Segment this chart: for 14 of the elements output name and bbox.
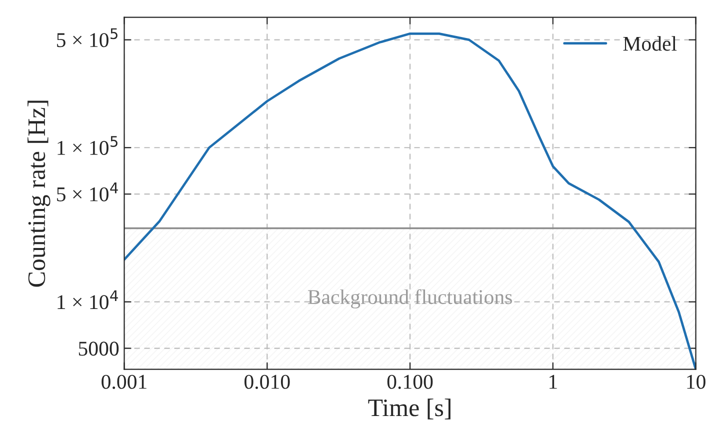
x-tick-label: 0.001: [102, 374, 146, 389]
x-tick-label: 1: [550, 374, 557, 389]
band-label: Background fluctuations: [308, 289, 512, 308]
y-tick-label: 5000: [78, 342, 119, 356]
y-tick-label: 1 × 10$^{5}$: [58, 136, 118, 155]
y-tick-label: 5 × 10$^{4}$: [57, 182, 118, 202]
x-axis-title: Time [s]: [368, 398, 450, 420]
legend-label: Model: [623, 36, 677, 51]
x-tick-label: 0.010: [244, 374, 290, 389]
y-axis-title: Counting rate [Hz]: [28, 100, 50, 287]
x-tick-label: 0.100: [387, 374, 433, 389]
x-tick-label: 10: [687, 374, 706, 389]
y-tick-label: 5 × 10$^{5}$: [57, 28, 118, 48]
y-tick-label: 1 × 10$^{4}$: [58, 290, 118, 310]
